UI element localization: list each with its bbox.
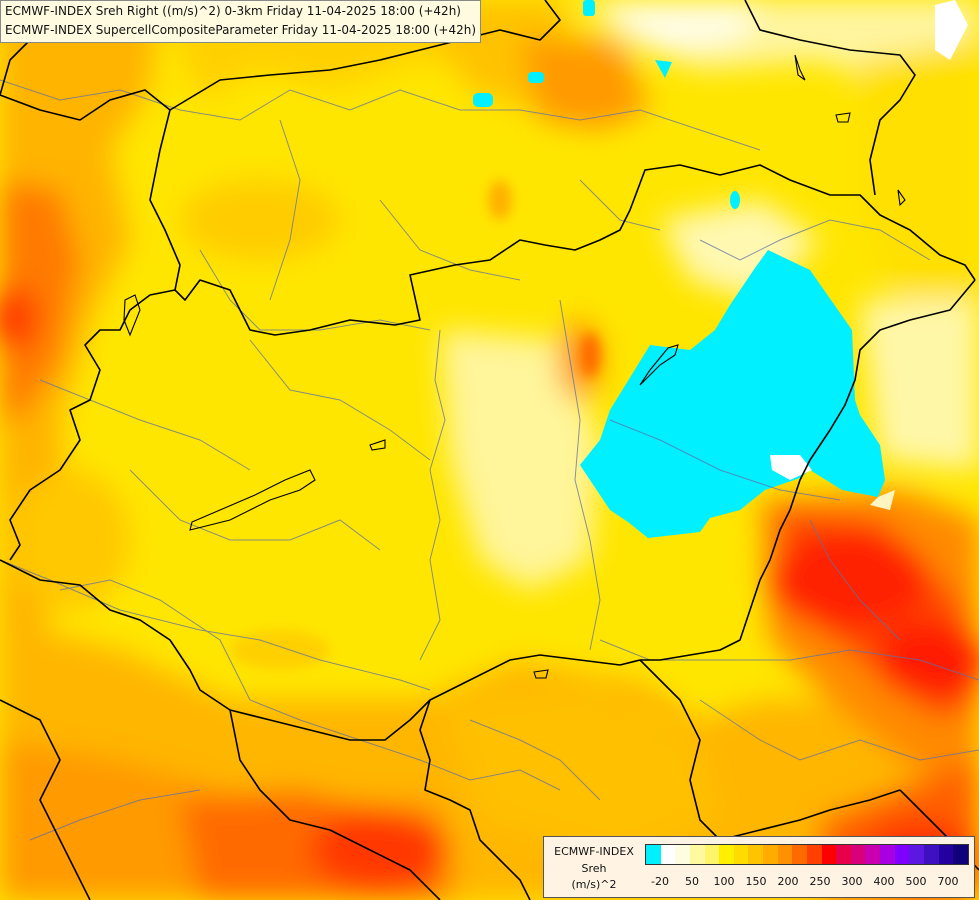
white-patch bbox=[935, 0, 968, 60]
legend-swatch bbox=[777, 845, 793, 864]
legend-swatch bbox=[660, 845, 676, 864]
title-line-1: ECMWF-INDEX Sreh Right ((m/s)^2) 0-3km F… bbox=[5, 4, 461, 18]
legend-tick-label: 300 bbox=[841, 875, 863, 888]
legend-tick-label: 700 bbox=[937, 875, 959, 888]
legend-swatch bbox=[806, 845, 822, 864]
legend-unit: (m/s)^2 bbox=[571, 878, 617, 891]
legend-swatch bbox=[719, 845, 734, 864]
legend-tick-label: 250 bbox=[809, 875, 831, 888]
color-legend: ECMWF-INDEX Sreh (m/s)^2 -20 50 100 150 200 2… bbox=[543, 836, 975, 898]
legend-swatch bbox=[689, 845, 705, 864]
field-details bbox=[230, 180, 680, 740]
legend-swatch bbox=[821, 845, 837, 864]
legend-tick-label: -20 bbox=[651, 875, 669, 888]
legend-tick-label: 200 bbox=[777, 875, 799, 888]
legend-swatch bbox=[646, 845, 661, 864]
cyan-spot bbox=[583, 0, 595, 16]
legend-tick-label: 400 bbox=[873, 875, 895, 888]
white-patch bbox=[770, 455, 812, 480]
legend-swatch bbox=[938, 845, 954, 864]
legend-swatch bbox=[733, 845, 749, 864]
legend-source: ECMWF-INDEX bbox=[554, 845, 634, 858]
legend-swatch bbox=[748, 845, 763, 864]
legend-swatch bbox=[850, 845, 866, 864]
cyan-spot bbox=[528, 72, 544, 83]
legend-swatch bbox=[704, 845, 720, 864]
legend-swatch bbox=[880, 845, 895, 864]
legend-tick-label: 150 bbox=[745, 875, 767, 888]
cyan-spot bbox=[473, 93, 493, 107]
legend-swatch bbox=[923, 845, 939, 864]
rivers bbox=[0, 79, 979, 841]
legend-swatch bbox=[675, 845, 690, 864]
legend-swatch bbox=[836, 845, 851, 864]
legend-tick-label: 500 bbox=[905, 875, 927, 888]
legend-swatches bbox=[645, 844, 969, 865]
lakes bbox=[123, 54, 906, 679]
legend-swatch bbox=[865, 845, 880, 864]
legend-tick-label: 100 bbox=[713, 875, 735, 888]
legend-swatch bbox=[763, 845, 778, 864]
legend-ticks: -20 50 100 150 200 250 300 400 500 700 bbox=[645, 875, 969, 889]
legend-variable: Sreh bbox=[581, 862, 607, 875]
legend-swatch bbox=[894, 845, 910, 864]
title-box: ECMWF-INDEX Sreh Right ((m/s)^2) 0-3km F… bbox=[0, 0, 482, 43]
legend-tick-label: 50 bbox=[685, 875, 699, 888]
legend-swatch bbox=[792, 845, 807, 864]
title-line-2: ECMWF-INDEX SupercellCompositeParameter … bbox=[5, 23, 477, 37]
legend-swatch bbox=[953, 845, 968, 864]
legend-swatch bbox=[909, 845, 924, 864]
